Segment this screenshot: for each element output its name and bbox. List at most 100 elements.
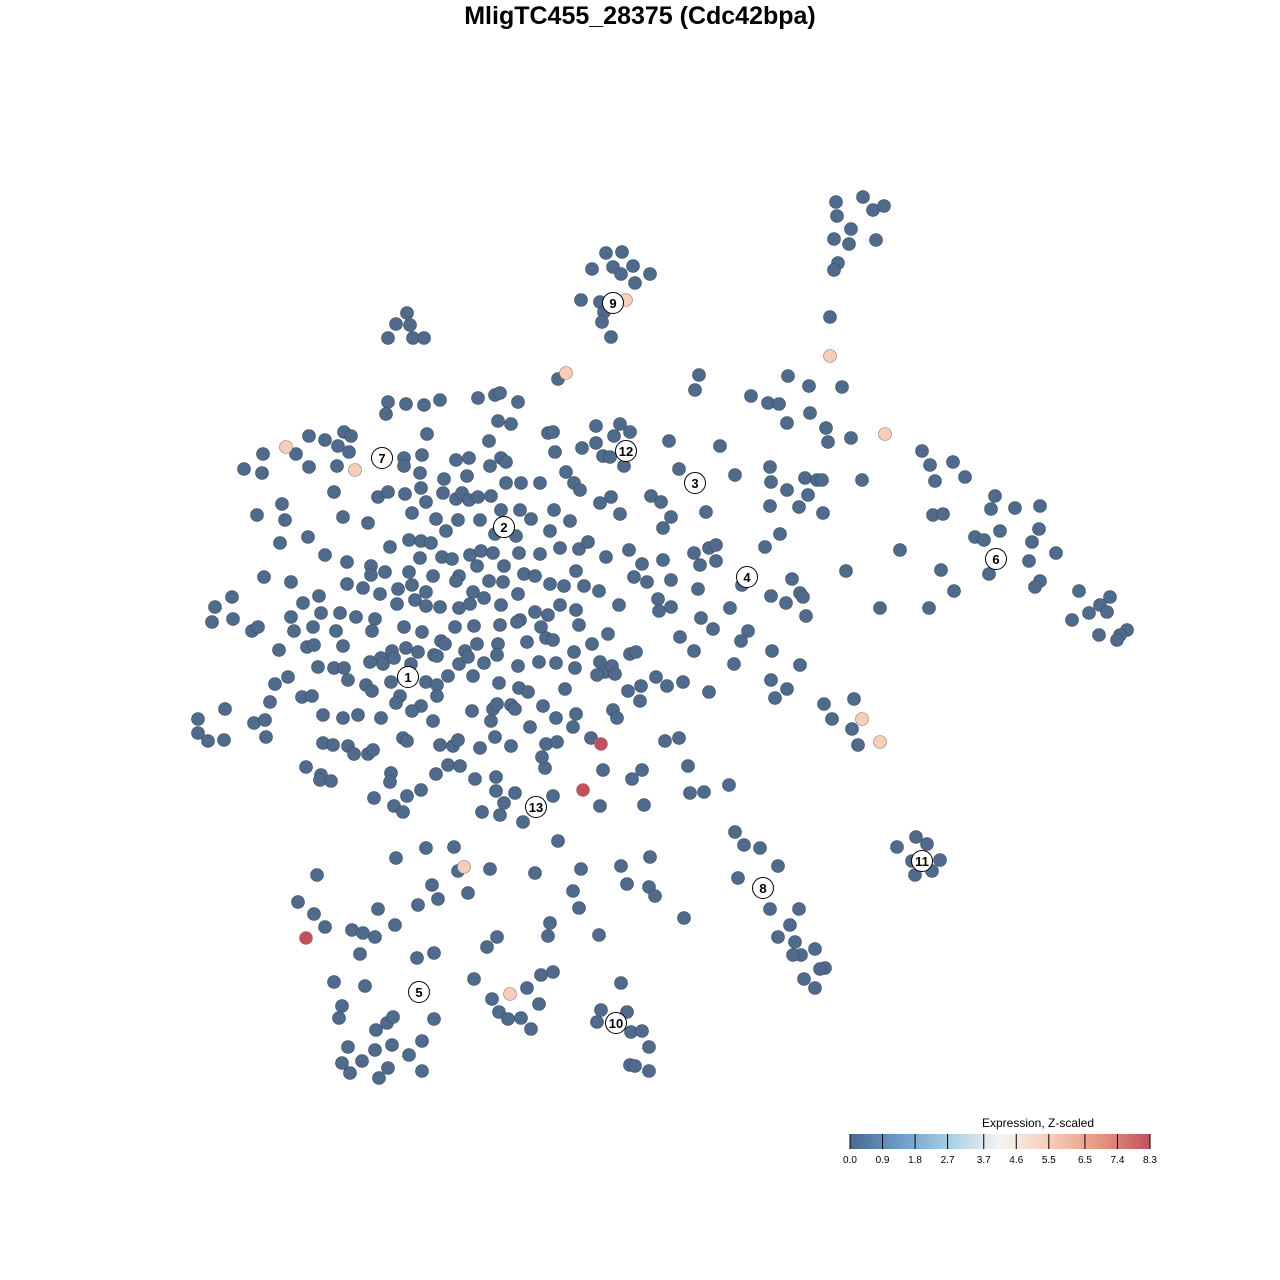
data-point [483,862,497,876]
cluster-label-text: 1 [404,670,411,685]
data-point [494,503,508,517]
data-point [559,465,573,479]
data-point [256,447,270,461]
data-point [797,972,811,986]
legend-tick-label: 5.5 [1042,1155,1056,1166]
data-point [815,473,829,487]
data-point [613,507,627,521]
data-point [397,459,411,473]
data-point [723,601,737,615]
data-point [550,735,564,749]
cluster-label-11: 11 [911,850,933,872]
data-point [672,731,686,745]
data-point [643,267,657,281]
data-point [400,789,414,803]
data-point [351,708,365,722]
data-point [467,972,481,986]
data-point [1065,613,1079,627]
data-point [623,425,637,439]
data-point [827,232,841,246]
data-point [336,639,350,653]
data-point [817,697,831,711]
data-point [471,391,485,405]
data-point [504,739,518,753]
data-point [237,462,251,476]
data-point [691,582,705,596]
data-point [627,570,641,584]
data-point [318,548,332,562]
data-point [920,837,934,851]
cluster-label-9: 9 [602,292,624,314]
cluster-label-text: 9 [609,296,616,311]
data-point [259,730,273,744]
data-point [388,918,402,932]
data-point [553,541,567,555]
legend-title: Expression, Z-scaled [982,1116,1094,1130]
data-point [764,673,778,687]
data-point [855,712,869,726]
data-point [340,555,354,569]
data-point [433,738,447,752]
data-point [389,696,403,710]
data-point [342,445,356,459]
data-point [402,565,416,579]
data-point [830,209,844,223]
data-point [599,550,613,564]
cluster-label-8: 8 [752,877,774,899]
legend-tick-label: 0.0 [843,1155,857,1166]
data-point [648,889,662,903]
chart-title: MligTC455_28375 (Cdc42bpa) [464,2,816,30]
data-point [405,506,419,520]
data-point [415,625,429,639]
data-point [368,930,382,944]
data-point [808,942,822,956]
data-point [365,624,379,638]
data-point [731,871,745,885]
data-point [520,635,534,649]
data-point [819,421,833,435]
data-point [783,918,797,932]
data-point [255,466,269,480]
data-point [448,620,462,634]
data-point [403,318,417,332]
data-point [547,503,561,517]
data-point [541,929,555,943]
legend-tick-label: 0.9 [876,1155,890,1166]
data-point [305,689,319,703]
data-point [687,546,701,560]
data-point [272,643,286,657]
data-point [511,395,525,409]
data-point [201,734,215,748]
data-point [827,263,841,277]
data-point [486,546,500,560]
data-point [470,637,484,651]
data-point [1072,584,1086,598]
data-point [771,930,785,944]
data-point [226,612,240,626]
cluster-label-12: 12 [615,440,637,462]
data-point [660,679,674,693]
cluster-label-5: 5 [408,981,430,1003]
data-point [316,708,330,722]
data-point [468,772,482,786]
data-point [374,711,388,725]
data-point [764,475,778,489]
data-point [299,760,313,774]
data-point [441,758,455,772]
data-point [533,547,547,561]
data-point [1008,501,1022,515]
data-point [482,574,496,588]
data-point [664,600,678,614]
cluster-label-circle [408,981,430,1003]
legend-colorbar [850,1134,1150,1149]
data-point [284,575,298,589]
data-point [664,573,678,587]
data-point [604,490,618,504]
data-point [419,599,433,613]
data-point [225,590,239,604]
data-point [341,1040,355,1054]
data-point [307,638,321,652]
cluster-label-circle [684,472,706,494]
data-point [433,600,447,614]
data-point [1049,546,1063,560]
